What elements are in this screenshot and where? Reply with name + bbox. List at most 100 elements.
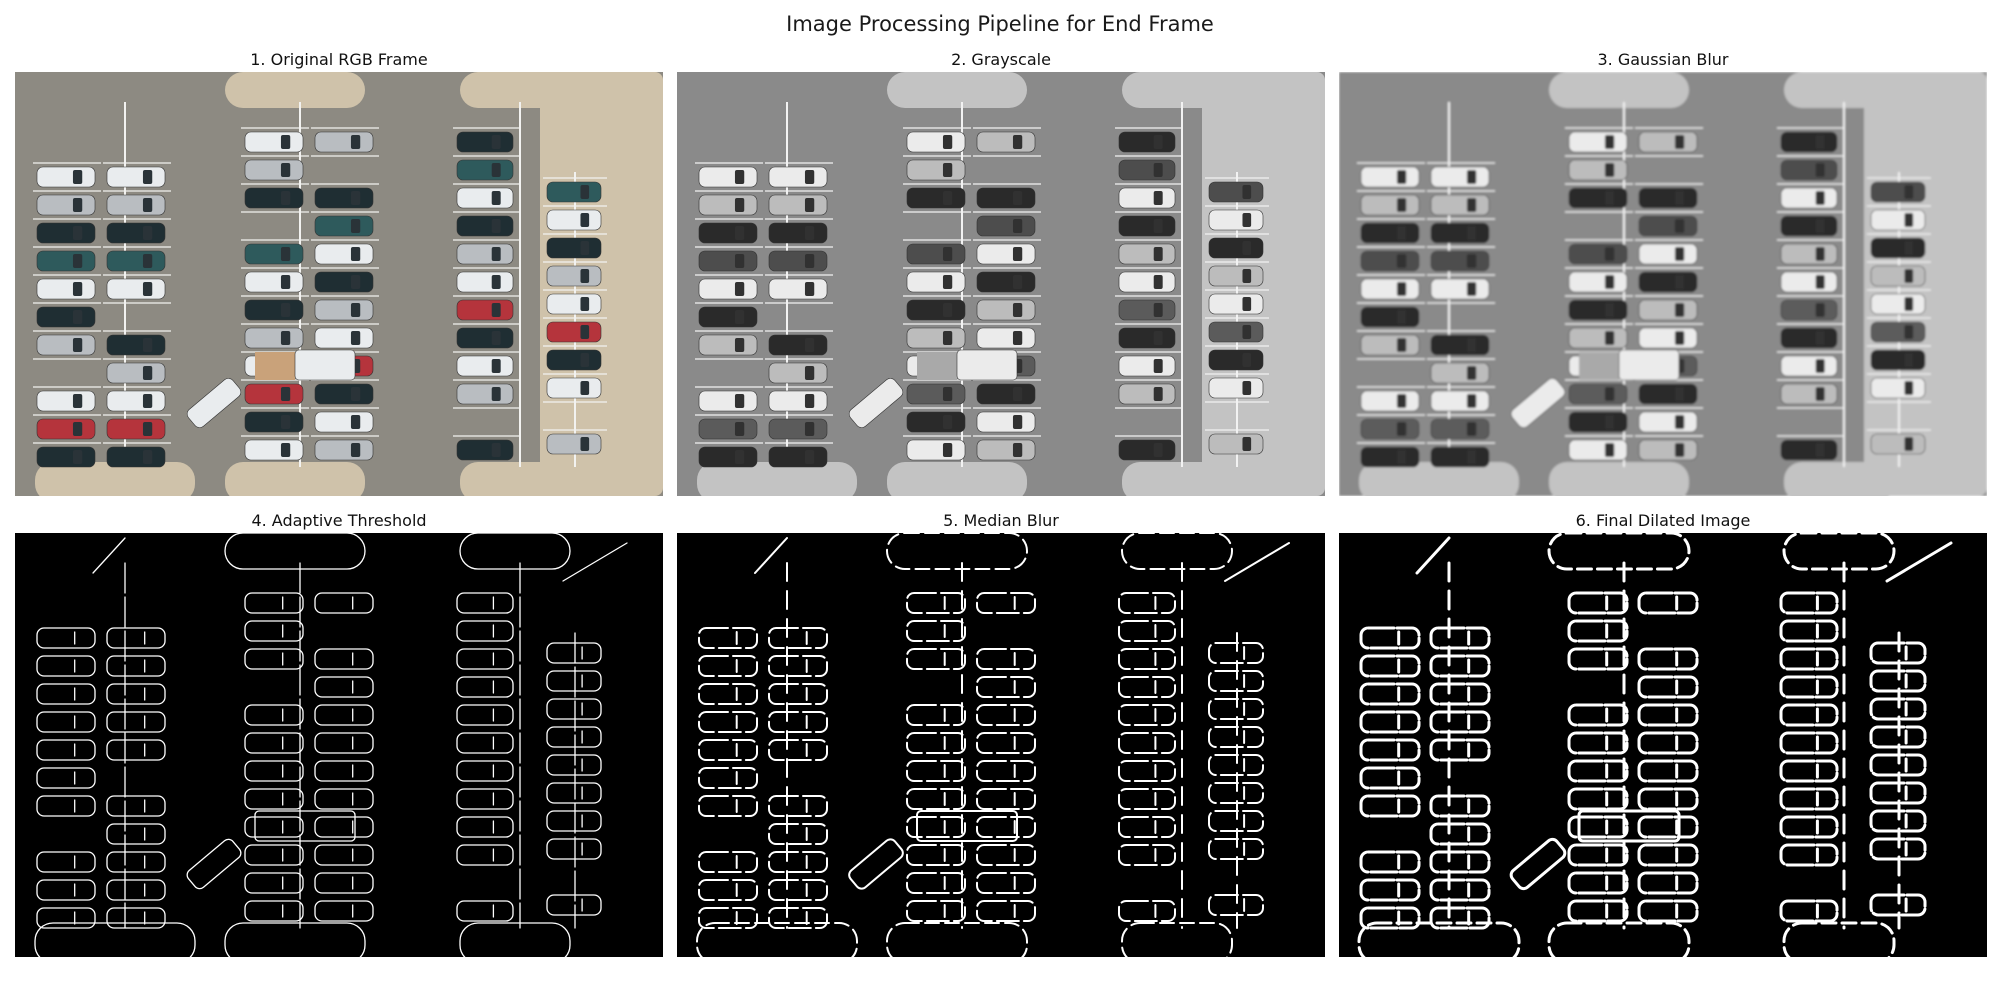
parked-car xyxy=(106,194,166,216)
parked-car xyxy=(546,209,602,231)
parked-car xyxy=(314,271,374,293)
car-windshield xyxy=(491,359,501,373)
car-edge xyxy=(546,838,602,860)
parked-car xyxy=(1118,215,1176,237)
parked-car xyxy=(244,439,304,461)
car-windshield xyxy=(491,247,501,261)
car-edge xyxy=(976,648,1036,670)
car-edge xyxy=(768,795,828,817)
curb-island-edge xyxy=(1547,921,1691,957)
parked-car xyxy=(1208,293,1264,315)
blur-frame-canvas xyxy=(1339,72,1987,496)
curb-island-edge xyxy=(224,533,366,570)
car-windshield xyxy=(1153,303,1163,317)
parked-car xyxy=(456,159,514,181)
car-edge xyxy=(1429,654,1491,678)
parked-car xyxy=(906,299,966,321)
car-windshield xyxy=(1466,198,1477,212)
binary-background xyxy=(1339,533,1987,957)
car-edge xyxy=(1637,675,1699,699)
curb-island xyxy=(35,462,195,496)
car-edge xyxy=(1118,760,1176,782)
parked-car xyxy=(456,131,514,153)
parked-car xyxy=(1870,265,1926,287)
parked-car xyxy=(1430,362,1490,384)
parked-car xyxy=(906,327,966,349)
car-edge xyxy=(768,851,828,873)
car-windshield xyxy=(1396,310,1407,324)
car-windshield xyxy=(942,135,953,149)
car-edge xyxy=(1359,626,1421,650)
car-windshield xyxy=(1674,331,1685,345)
parked-car xyxy=(1568,271,1628,293)
car-edge xyxy=(1869,893,1927,917)
curb-island xyxy=(225,72,365,108)
parked-car xyxy=(1360,222,1420,244)
parked-car xyxy=(456,271,514,293)
parked-car xyxy=(1638,383,1698,405)
car-windshield xyxy=(350,331,361,345)
parked-car xyxy=(244,299,304,321)
parked-car xyxy=(906,243,966,265)
parked-car xyxy=(1118,327,1176,349)
parked-car xyxy=(36,166,96,188)
car-windshield xyxy=(804,254,815,268)
car-windshield xyxy=(1153,163,1163,177)
car-edge xyxy=(906,732,966,754)
car-edge xyxy=(1118,620,1176,642)
moving-car xyxy=(848,378,904,428)
parked-car xyxy=(244,271,304,293)
parked-car xyxy=(1118,131,1176,153)
car-windshield xyxy=(942,163,953,177)
car-windshield xyxy=(142,394,153,408)
car-edge xyxy=(906,844,966,866)
parked-car xyxy=(106,446,166,468)
car-edge xyxy=(314,732,374,754)
car-edge xyxy=(1118,648,1176,670)
parked-car xyxy=(1118,383,1176,405)
car-windshield xyxy=(280,135,291,149)
car-windshield xyxy=(280,443,291,457)
car-edge xyxy=(546,810,602,832)
parked-car xyxy=(1780,271,1838,293)
car-windshield xyxy=(1396,226,1407,240)
car-windshield xyxy=(1012,219,1023,233)
car-edge xyxy=(244,592,304,614)
parked-car xyxy=(1568,299,1628,321)
parked-car xyxy=(1208,349,1264,371)
parked-car xyxy=(1780,243,1838,265)
car-windshield xyxy=(580,185,590,199)
car-edge xyxy=(1359,682,1421,706)
car-windshield xyxy=(1396,422,1407,436)
parked-car xyxy=(1568,327,1628,349)
parked-car xyxy=(1360,334,1420,356)
car-windshield xyxy=(1242,241,1252,255)
parked-car xyxy=(1568,159,1628,181)
car-edge xyxy=(106,879,166,901)
car-edge xyxy=(1869,669,1927,693)
car-edge xyxy=(1869,753,1927,777)
car-windshield xyxy=(1396,198,1407,212)
car-edge xyxy=(1567,759,1629,783)
parked-car xyxy=(456,383,514,405)
parked-car xyxy=(906,271,966,293)
car-windshield xyxy=(142,254,153,268)
car-edge xyxy=(1779,591,1839,615)
car-edge xyxy=(698,767,758,789)
parked-car xyxy=(36,222,96,244)
car-windshield xyxy=(1242,269,1252,283)
truck-bed xyxy=(917,352,957,380)
car-edge xyxy=(456,704,514,726)
car-edge xyxy=(314,900,374,922)
car-windshield xyxy=(491,219,501,233)
car-edge xyxy=(1208,810,1264,832)
car-edge xyxy=(1779,843,1839,867)
car-edge xyxy=(546,782,602,804)
parked-car xyxy=(106,418,166,440)
car-edge xyxy=(1208,754,1264,776)
car-edge xyxy=(1429,850,1491,874)
car-edge xyxy=(456,788,514,810)
car-edge xyxy=(546,754,602,776)
car-windshield xyxy=(1815,163,1825,177)
parking-lot-image-threshold xyxy=(15,533,663,957)
